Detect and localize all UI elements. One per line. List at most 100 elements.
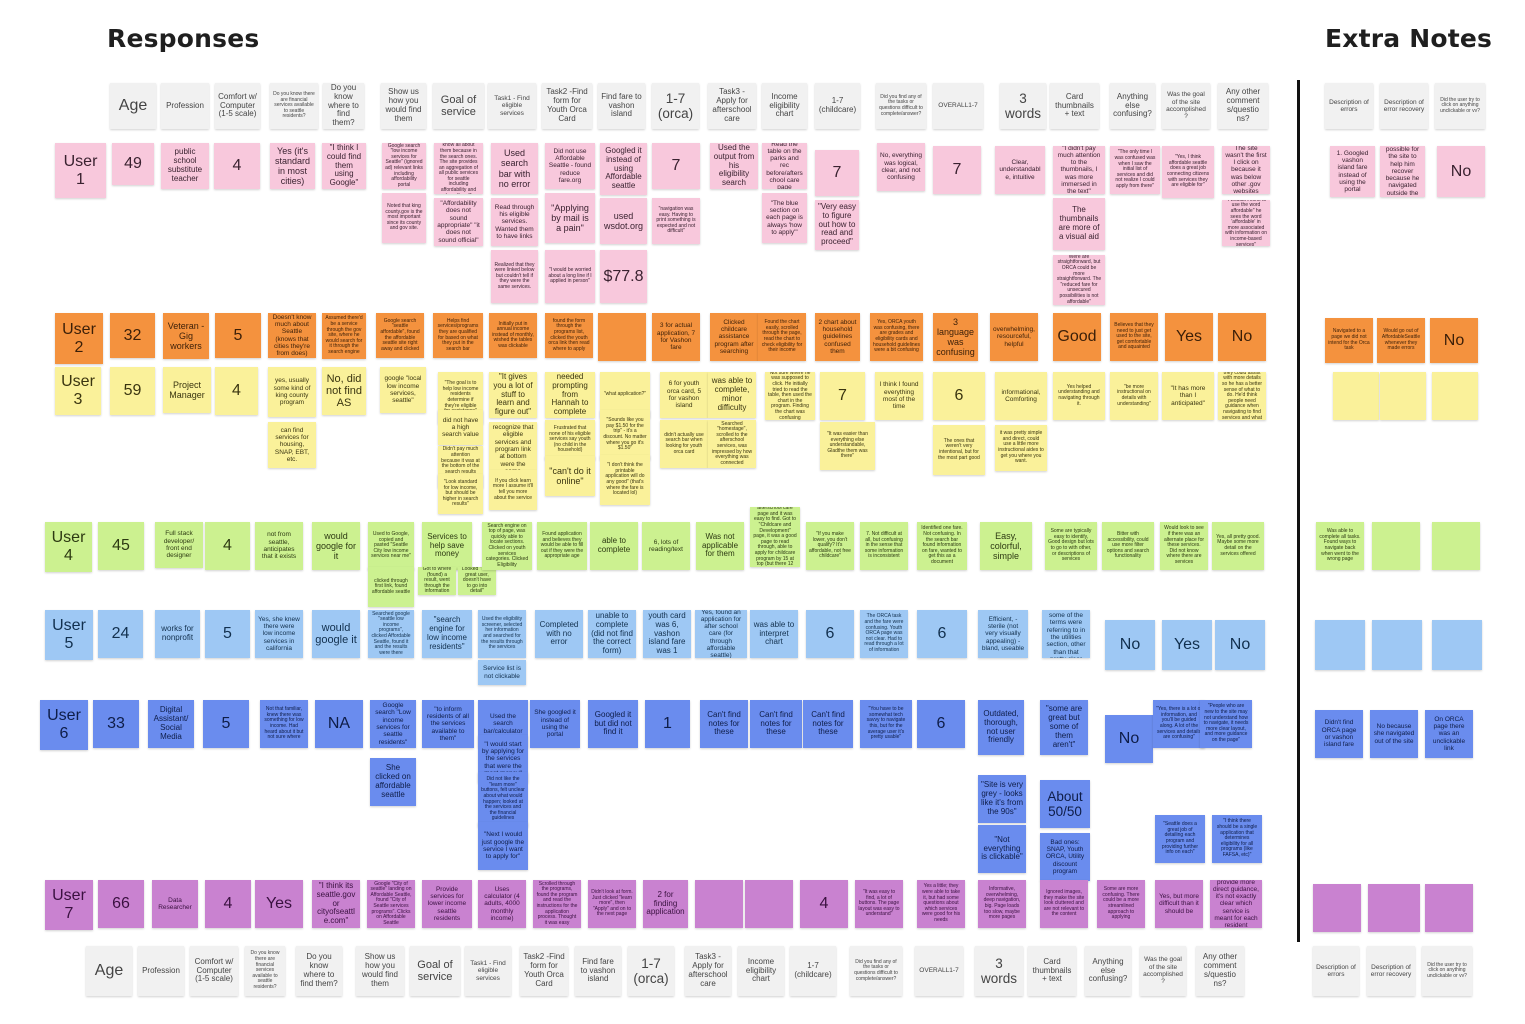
- sticky-note[interactable]: Initially put in annual income instead o…: [489, 313, 537, 358]
- sticky-note[interactable]: "be more instructional on details with u…: [1110, 372, 1158, 420]
- header-sticky-note[interactable]: Did you find any of the tasks or questio…: [876, 83, 926, 129]
- header-sticky-note[interactable]: Did you find any of the tasks or questio…: [850, 946, 902, 996]
- header-sticky-note[interactable]: OVERALL1-7: [933, 83, 983, 129]
- sticky-note[interactable]: 32: [110, 313, 155, 358]
- sticky-note[interactable]: 1: [645, 700, 690, 748]
- sticky-note[interactable]: 4: [214, 143, 260, 189]
- sticky-note[interactable]: 49: [112, 143, 154, 185]
- sticky-note[interactable]: google "local low income services, seatt…: [380, 367, 426, 413]
- header-sticky-note[interactable]: Any other comment s/questio ns?: [1218, 83, 1268, 129]
- sticky-note[interactable]: Did not use Affordable Seattle - found r…: [545, 143, 595, 189]
- sticky-note[interactable]: [1425, 884, 1473, 932]
- sticky-note[interactable]: Was able to complete all tasks. Found wa…: [1316, 522, 1364, 570]
- sticky-note[interactable]: found the form through the programs list…: [545, 313, 593, 358]
- header-sticky-note[interactable]: 1-7 (childcare): [815, 83, 860, 129]
- sticky-note[interactable]: 3 language was confusing: [933, 313, 978, 361]
- sticky-note[interactable]: Search engine on top of page, was quickl…: [482, 522, 532, 570]
- sticky-note[interactable]: Read through his eligible services. Want…: [491, 198, 538, 246]
- sticky-note[interactable]: "You have to be somewhat tech savvy to n…: [860, 700, 912, 748]
- sticky-note[interactable]: Yes: [1162, 620, 1212, 670]
- sticky-note[interactable]: informational, Comforting: [995, 372, 1047, 420]
- header-sticky-note[interactable]: Profession: [138, 946, 184, 996]
- sticky-note[interactable]: Was not applicable for them: [696, 522, 744, 570]
- sticky-note[interactable]: "I think its seattle.gov or cityofseattl…: [312, 880, 360, 928]
- sticky-note[interactable]: Efficient, - sterile (not very visually …: [978, 610, 1028, 658]
- sticky-note[interactable]: Provide services for lower income seattl…: [422, 880, 472, 928]
- sticky-note[interactable]: 66: [98, 880, 144, 928]
- sticky-note[interactable]: User 5: [45, 610, 93, 660]
- header-sticky-note[interactable]: 1-7 (orca): [652, 83, 699, 129]
- sticky-note[interactable]: Were are straightforward, but ORCA could…: [1053, 255, 1105, 305]
- sticky-note[interactable]: Identified one fare. Not confusing. In t…: [917, 522, 967, 570]
- sticky-note[interactable]: "I would be worried about a long line if…: [545, 250, 595, 303]
- sticky-note[interactable]: [1368, 884, 1420, 932]
- header-sticky-note[interactable]: Anything else confusing?: [1110, 83, 1155, 129]
- sticky-note[interactable]: 33: [93, 700, 139, 748]
- header-sticky-note[interactable]: Do you know where to find them?: [296, 946, 342, 996]
- sticky-note[interactable]: "Yes, I think affordable seattle does a …: [1162, 146, 1214, 198]
- sticky-note[interactable]: It wasn't possible for the site to help …: [1380, 146, 1425, 197]
- sticky-note[interactable]: 5: [215, 313, 261, 358]
- sticky-note[interactable]: didn't actually use search bar when look…: [660, 420, 708, 468]
- sticky-note[interactable]: "navigation was easy. Having to print so…: [652, 198, 700, 244]
- header-sticky-note[interactable]: Description of error recovery: [1367, 946, 1415, 996]
- sticky-note[interactable]: Not that familiar, knew there was someth…: [260, 700, 308, 748]
- sticky-note[interactable]: 6: [917, 610, 967, 658]
- sticky-note[interactable]: 3 for actual application, 7 for Vashon f…: [652, 313, 700, 361]
- header-sticky-note[interactable]: Do you know there are financial services…: [245, 946, 285, 996]
- sticky-note[interactable]: Project Manager: [163, 367, 211, 413]
- sticky-note[interactable]: "Applying by mail is a pain": [545, 193, 595, 243]
- header-sticky-note[interactable]: Description of errors: [1325, 83, 1373, 129]
- sticky-note[interactable]: "Sounds like you pay $1.50 for the trip"…: [600, 410, 650, 460]
- sticky-note[interactable]: Read the table on the parks and rec befo…: [762, 143, 807, 189]
- sticky-note[interactable]: not from seattle, anticipates that it ex…: [255, 522, 303, 570]
- sticky-note[interactable]: used wsdot.org: [600, 198, 647, 244]
- sticky-note[interactable]: Completed with no error: [535, 610, 583, 658]
- sticky-note[interactable]: Yes (it's standard in most cities): [270, 143, 315, 189]
- sticky-note[interactable]: overwhelming, resourceful, helpful: [990, 313, 1038, 361]
- sticky-note[interactable]: 7: [815, 150, 859, 196]
- header-sticky-note[interactable]: Comfort w/ Computer (1-5 scale): [215, 83, 260, 129]
- sticky-note[interactable]: Service list is not clickable: [478, 660, 526, 685]
- sticky-note[interactable]: "People who are new to the site may not …: [1200, 700, 1252, 748]
- sticky-note[interactable]: No, did not find AS: [322, 367, 366, 415]
- sticky-note[interactable]: 2 for finding application: [643, 880, 688, 928]
- sticky-note[interactable]: Didn't look at form. Just clicked "learn…: [588, 880, 636, 928]
- header-sticky-note[interactable]: Card thumbnails + text: [1050, 83, 1099, 129]
- sticky-note[interactable]: Ignored images, they make the site look …: [1040, 880, 1088, 928]
- sticky-note[interactable]: 4: [800, 880, 848, 928]
- sticky-note[interactable]: No: [1430, 318, 1478, 363]
- sticky-note[interactable]: User 2: [55, 313, 103, 364]
- sticky-note[interactable]: User 7: [45, 880, 93, 930]
- sticky-note[interactable]: Got to where (found) a result, went thro…: [418, 567, 456, 595]
- header-sticky-note[interactable]: Description of errors: [1313, 946, 1359, 996]
- sticky-note[interactable]: About 50/50: [1040, 780, 1090, 828]
- sticky-note[interactable]: User 6: [40, 700, 88, 750]
- header-sticky-note[interactable]: Income eligibility chart: [762, 83, 807, 129]
- sticky-note[interactable]: Services to help save money: [422, 522, 472, 570]
- sticky-note[interactable]: The site wasn't the first I click on bec…: [1222, 146, 1270, 194]
- sticky-note[interactable]: She clicked on affordable seattle: [370, 758, 416, 806]
- sticky-note[interactable]: [1313, 884, 1361, 932]
- sticky-note[interactable]: Not sure what some of the terms were ref…: [1042, 610, 1090, 658]
- header-sticky-note[interactable]: Did the user try to click on anything un…: [1435, 83, 1485, 129]
- sticky-note[interactable]: Clear, understandable, intuitive: [995, 146, 1045, 194]
- sticky-note[interactable]: Outdated, thorough, not user friendly: [978, 700, 1024, 755]
- sticky-note[interactable]: "he almost likes to know all about them …: [434, 143, 483, 194]
- header-sticky-note[interactable]: 3 words: [975, 946, 1023, 996]
- sticky-note[interactable]: "It gives you a lot of stuff to learn an…: [489, 372, 537, 418]
- sticky-note[interactable]: Full stack developer/ front end designer: [155, 522, 203, 568]
- header-sticky-note[interactable]: Show us how you would find them: [381, 83, 426, 129]
- sticky-note[interactable]: 4: [215, 367, 258, 415]
- sticky-note[interactable]: No because she navigated out of the site: [1370, 710, 1418, 758]
- sticky-note[interactable]: Yes, she knew there were low income serv…: [255, 610, 303, 658]
- sticky-note[interactable]: The ORCA task and the fare were confusin…: [860, 610, 908, 658]
- sticky-note[interactable]: Yes, but more difficult than it should b…: [1155, 880, 1203, 928]
- sticky-note[interactable]: 7: [820, 372, 865, 420]
- header-sticky-note[interactable]: Task3 - Apply for afterschool care: [708, 83, 756, 129]
- sticky-note[interactable]: Google search "low income services for S…: [382, 143, 426, 189]
- header-sticky-note[interactable]: 1-7 (orca): [628, 946, 674, 996]
- sticky-note[interactable]: 6: [806, 610, 854, 658]
- sticky-note[interactable]: "If you make lower, you don't qualify? I…: [806, 522, 854, 570]
- sticky-note[interactable]: Helps find services/programs they are qu…: [433, 313, 483, 358]
